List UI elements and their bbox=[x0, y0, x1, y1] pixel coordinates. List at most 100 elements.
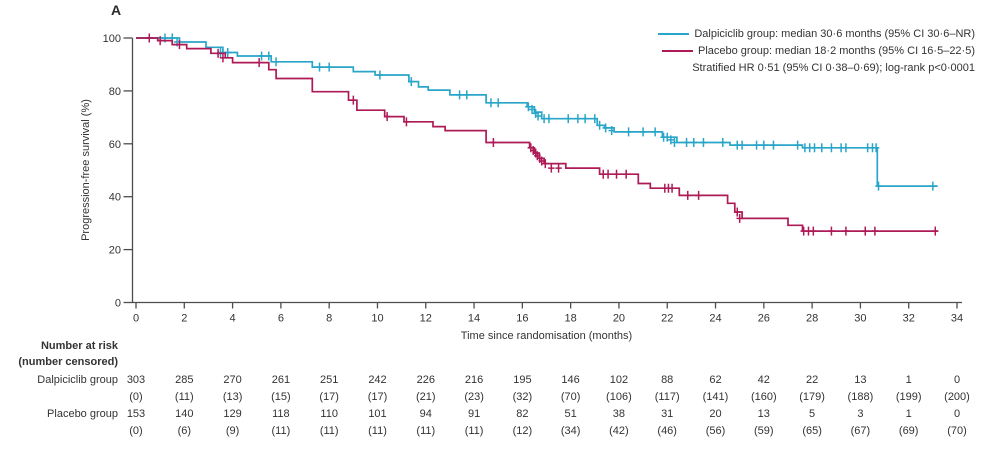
x-tick-label: 30 bbox=[854, 313, 866, 325]
censored-count: (9) bbox=[225, 425, 240, 437]
x-tick-label: 28 bbox=[806, 313, 818, 325]
censored-count: (0) bbox=[129, 391, 143, 403]
x-axis-title: Time since randomisation (months) bbox=[460, 330, 633, 342]
at-risk-count: 0 bbox=[953, 374, 961, 386]
at-risk-count: 270 bbox=[223, 374, 242, 386]
at-risk-count: 195 bbox=[513, 374, 532, 386]
at-risk-count: 110 bbox=[320, 408, 338, 420]
x-tick-label: 18 bbox=[565, 313, 577, 325]
legend-item-placebo: Placebo group: median 18·2 months (95% C… bbox=[662, 44, 975, 57]
at-risk-count: 101 bbox=[368, 408, 387, 420]
censored-count: (6) bbox=[177, 425, 192, 437]
at-risk-count: 1 bbox=[905, 374, 912, 386]
at-risk-count: 62 bbox=[709, 374, 722, 386]
censored-count: (11) bbox=[464, 425, 484, 437]
censored-count: (106) bbox=[606, 391, 632, 403]
at-risk-count: 251 bbox=[320, 374, 339, 386]
censored-count: (69) bbox=[898, 425, 919, 437]
y-tick-label: 20 bbox=[109, 245, 121, 257]
legend-label-placebo: Placebo group: median 18·2 months (95% C… bbox=[698, 44, 975, 57]
censored-count: (56) bbox=[705, 425, 726, 437]
censored-count: (23) bbox=[464, 391, 484, 403]
censored-count: (17) bbox=[367, 391, 388, 403]
x-tick-label: 34 bbox=[951, 313, 963, 325]
censored-count: (21) bbox=[416, 391, 436, 403]
legend-item-dalpiciclib: Dalpiciclib group: median 30·6 months (9… bbox=[658, 27, 975, 40]
x-tick-label: 0 bbox=[133, 313, 139, 325]
censored-count: (141) bbox=[702, 391, 729, 403]
censored-count: (11) bbox=[319, 425, 339, 437]
at-risk-count: 216 bbox=[464, 374, 484, 386]
at-risk-count: 102 bbox=[609, 374, 629, 386]
censored-count: (200) bbox=[944, 391, 970, 403]
series-dalpiciclib-group bbox=[136, 33, 938, 191]
x-tick-label: 16 bbox=[516, 313, 528, 325]
x-tick-label: 2 bbox=[181, 313, 187, 325]
risk-table-subheader: (number censored) bbox=[18, 356, 118, 368]
y-tick-label: 100 bbox=[103, 33, 121, 45]
at-risk-count: 82 bbox=[516, 408, 529, 420]
x-tick-label: 10 bbox=[371, 313, 383, 325]
at-risk-count: 153 bbox=[126, 408, 146, 420]
censored-count: (160) bbox=[750, 391, 777, 403]
censored-count: (199) bbox=[895, 391, 922, 403]
at-risk-count: 88 bbox=[661, 374, 674, 386]
censored-count: (59) bbox=[754, 425, 774, 437]
censored-count: (179) bbox=[799, 391, 825, 403]
at-risk-count: 303 bbox=[126, 374, 146, 386]
at-risk-count: 118 bbox=[272, 408, 290, 420]
at-risk-count: 94 bbox=[419, 408, 432, 420]
censored-count: (0) bbox=[129, 425, 143, 437]
x-tick-label: 4 bbox=[230, 313, 236, 325]
y-tick-label: 0 bbox=[115, 298, 121, 310]
legend: Dalpiciclib group: median 30·6 months (9… bbox=[658, 27, 975, 78]
censored-count: (65) bbox=[802, 425, 822, 437]
at-risk-count: 20 bbox=[709, 408, 722, 420]
at-risk-count: 140 bbox=[175, 408, 194, 420]
censored-count: (46) bbox=[657, 425, 677, 437]
at-risk-count: 0 bbox=[953, 408, 961, 420]
y-axis-title: Progression-free survival (%) bbox=[80, 99, 92, 241]
at-risk-count: 3 bbox=[857, 408, 864, 420]
at-risk-count: 51 bbox=[564, 408, 577, 420]
censored-count: (67) bbox=[850, 425, 871, 437]
series-placebo-group bbox=[136, 33, 939, 236]
censored-count: (32) bbox=[512, 391, 533, 403]
x-tick-label: 20 bbox=[613, 313, 625, 325]
at-risk-count: 13 bbox=[854, 374, 867, 386]
at-risk-count: 42 bbox=[757, 374, 770, 386]
y-tick-label: 80 bbox=[109, 86, 121, 98]
censored-count: (188) bbox=[847, 391, 874, 403]
x-tick-label: 8 bbox=[326, 313, 332, 325]
at-risk-count: 31 bbox=[661, 408, 674, 420]
dalpiciclib-line-swatch bbox=[658, 32, 690, 35]
at-risk-count: 38 bbox=[612, 408, 626, 420]
at-risk-count: 1 bbox=[905, 408, 912, 420]
censored-count: (11) bbox=[174, 391, 194, 403]
censored-count: (11) bbox=[271, 425, 291, 437]
risk-row-label-placebo: Placebo group bbox=[47, 408, 118, 420]
censored-count: (42) bbox=[609, 425, 629, 437]
at-risk-count: 129 bbox=[223, 408, 242, 420]
at-risk-count: 146 bbox=[561, 374, 580, 386]
censored-count: (11) bbox=[368, 425, 387, 437]
at-risk-count: 13 bbox=[757, 408, 770, 420]
censored-count: (12) bbox=[512, 425, 533, 437]
censored-count: (15) bbox=[271, 391, 291, 403]
at-risk-count: 285 bbox=[175, 374, 194, 386]
x-tick-label: 32 bbox=[903, 313, 915, 325]
at-risk-count: 242 bbox=[368, 374, 387, 386]
censored-count: (34) bbox=[560, 425, 581, 437]
censored-count: (117) bbox=[654, 391, 680, 403]
at-risk-count: 22 bbox=[805, 374, 819, 386]
censored-count: (17) bbox=[319, 391, 339, 403]
stat-note: Stratified HR 0·51 (95% CI 0·38–0·69); l… bbox=[692, 61, 975, 74]
panel-label: A bbox=[111, 2, 122, 18]
legend-label-dalpiciclib: Dalpiciclib group: median 30·6 months (9… bbox=[694, 27, 975, 40]
censored-count: (70) bbox=[560, 391, 581, 403]
risk-row-label-dalpiciclib: Dalpiciclib group bbox=[37, 374, 118, 386]
at-risk-count: 261 bbox=[271, 374, 291, 386]
censored-count: (11) bbox=[416, 425, 436, 437]
